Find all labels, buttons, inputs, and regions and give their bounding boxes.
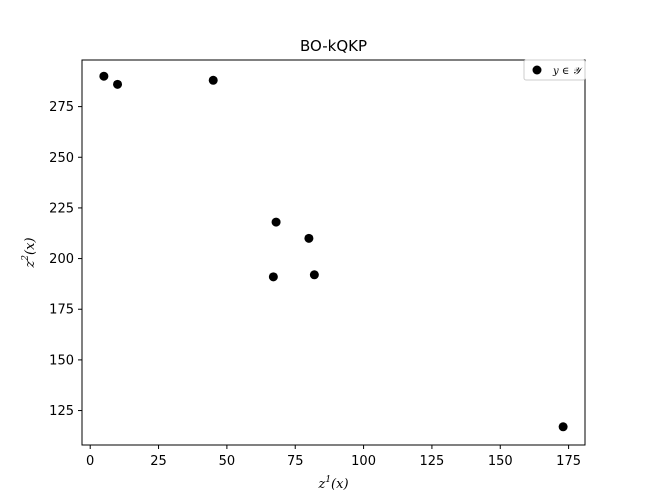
data-point	[558, 422, 568, 432]
x-tick-label: 25	[150, 454, 167, 469]
chart-title: BO-kQKP	[300, 37, 367, 55]
x-tick-label: 125	[419, 454, 444, 469]
y-tick-label: 200	[49, 252, 74, 267]
data-point	[309, 270, 319, 280]
axes-frame	[81, 59, 586, 446]
data-point	[271, 217, 281, 227]
data-point	[99, 71, 109, 81]
x-tick-label: 75	[287, 454, 304, 469]
x-tick-label: 50	[219, 454, 236, 469]
y-tick-label: 125	[49, 404, 74, 419]
data-point	[113, 79, 123, 89]
y-tick-label: 250	[49, 151, 74, 166]
y-tick-label: 150	[49, 353, 74, 368]
y-axis-label: z2(x)	[21, 237, 38, 268]
legend-label: y ∈ 𝒴	[552, 66, 583, 77]
data-point	[304, 233, 314, 243]
legend-box	[523, 59, 586, 81]
axis-ticks: 0 25 50 75 100 125 150 175 125 150 175 200 225 250 275	[49, 100, 581, 469]
data-point	[208, 75, 218, 85]
x-axis-label: z1(x)	[317, 475, 348, 492]
y-tick-label: 175	[49, 303, 74, 318]
y-tick-label: 225	[49, 201, 74, 216]
x-tick-label: 175	[556, 454, 581, 469]
data-point	[268, 272, 278, 282]
legend-marker	[532, 65, 542, 75]
x-tick-label: 150	[488, 454, 513, 469]
plot-area	[99, 71, 568, 432]
y-tick-label: 275	[49, 100, 74, 115]
legend: y ∈ 𝒴	[523, 59, 586, 81]
x-tick-label: 0	[86, 454, 94, 469]
x-tick-label: 100	[351, 454, 376, 469]
